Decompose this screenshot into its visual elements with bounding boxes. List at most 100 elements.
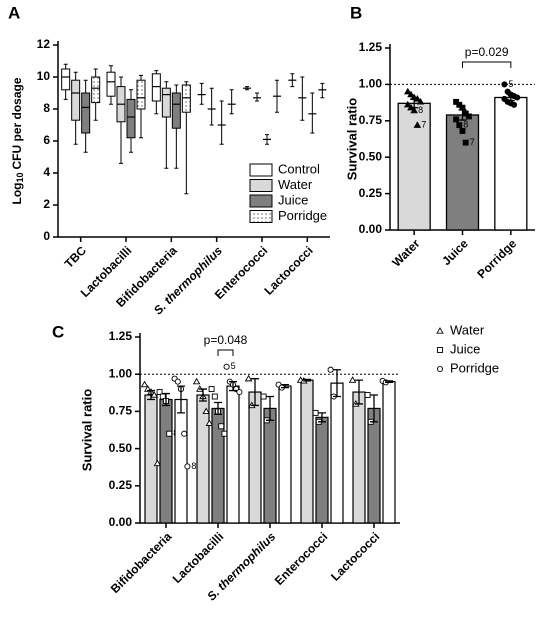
y-tick-label: 0.25 [359,186,383,200]
data-point [260,393,267,400]
y-tick-label: 0.00 [359,222,383,236]
bar [196,394,210,524]
error-bar [266,395,274,421]
legend-marker [436,327,444,334]
box-whisker [199,82,204,105]
point-label: 8 [191,461,196,471]
significance-bracket [462,61,512,68]
x-tick-label: Water [389,236,422,269]
legend-label: Porridge [450,360,499,375]
point-label: 8 [418,105,423,115]
y-axis-label-base: Log [10,183,24,205]
y-tick-label: 1.25 [359,40,383,54]
data-point [403,100,412,108]
box [71,79,81,121]
error-bar [177,385,185,414]
data-point [236,389,243,396]
box-whisker [320,82,325,99]
box [126,98,136,139]
data-point [140,380,149,388]
point-label: 5 [508,79,513,89]
data-point [416,97,425,105]
y-axis-label: Survival ratio [344,98,359,180]
error-bar [162,392,170,407]
bar [226,385,240,524]
box [81,92,91,134]
data-point [456,122,463,129]
y-tick-label: 0.50 [359,149,383,163]
panel-label: A [8,3,20,22]
bar [278,385,292,524]
error-bar [147,389,155,401]
y-tick-label: 6 [43,133,50,147]
data-point [221,430,228,437]
legend-swatch [249,194,273,208]
box-whisker [209,87,214,126]
box-whisker [255,92,259,102]
data-point [211,393,218,400]
error-bar [281,383,289,389]
data-point [348,376,357,383]
point-label: 5 [231,361,236,371]
box [161,87,171,118]
box [171,92,181,129]
error-bar [214,401,222,416]
error-bar [385,380,393,384]
x-tick-label: Juice [439,236,471,268]
bar [445,114,480,231]
point-label: 7 [470,137,475,147]
y-tick-label: 10 [37,69,51,83]
data-point [403,87,412,95]
significance-bracket [217,349,234,356]
box [106,71,116,97]
y-tick-label: 0.50 [109,441,133,455]
bar [315,416,329,524]
error-bar [303,378,311,382]
data-point [413,121,422,128]
box [181,84,191,113]
data-point [312,409,319,416]
y-tick-label: 0.75 [109,404,133,418]
box [136,79,146,110]
error-bar [370,394,378,423]
y-tick-label: 12 [37,37,51,51]
error-bar [318,412,326,423]
y-axis-label-subscript: 10 [15,173,25,183]
data-point [218,423,225,430]
y-axis-label: Log10 CFU per dosage [10,77,25,204]
y-axis-label: Survival ratio [79,389,94,471]
bar [382,381,396,524]
error-bar [229,380,237,392]
bar [330,382,344,524]
data-point [202,407,210,415]
data-point [410,106,418,114]
data-point [150,391,158,398]
panel-label: C [52,322,64,341]
y-tick-label: 1.00 [359,77,383,91]
bar [159,398,173,524]
error-bar [506,93,515,102]
y-tick-label: 0 [43,229,50,243]
bar [248,391,262,524]
box [151,73,161,102]
box-whisker [300,76,305,121]
data-point [514,94,521,101]
box-whisker [229,89,234,115]
axes [389,44,535,231]
x-tick-label: Porridge [474,236,519,281]
y-tick-label: 0.00 [109,515,133,529]
x-tick-label: Lactobacilli [170,529,227,586]
legend-marker [436,365,444,373]
data-point [192,377,201,385]
y-axis-label-text: CFU per dosage [10,77,24,169]
x-tick-label: Lactococci [261,243,315,297]
bar [352,391,366,524]
y-tick-label: 4 [43,165,50,179]
significance-label: p=0.029 [465,45,509,59]
data-point [465,113,472,120]
error-bar [458,109,467,121]
point-label: 7 [421,120,426,130]
data-point [166,430,173,437]
y-tick-label: 2 [43,197,50,211]
legend-label: Juice [278,192,308,207]
